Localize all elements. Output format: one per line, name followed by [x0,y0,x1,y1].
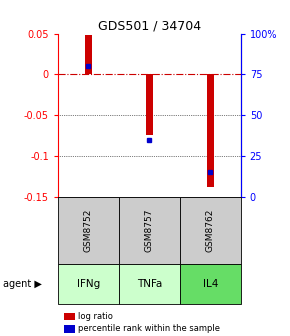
Text: GSM8762: GSM8762 [206,208,215,252]
Bar [146,74,153,135]
Text: GSM8752: GSM8752 [84,208,93,252]
Title: GDS501 / 34704: GDS501 / 34704 [98,19,201,33]
Text: IL4: IL4 [202,279,218,289]
Text: TNFa: TNFa [137,279,162,289]
Text: log ratio: log ratio [78,312,113,321]
Bar [85,35,92,74]
Bar [206,74,214,187]
Text: IFNg: IFNg [77,279,100,289]
Text: GSM8757: GSM8757 [145,208,154,252]
Text: agent ▶: agent ▶ [3,279,42,289]
Text: percentile rank within the sample: percentile rank within the sample [78,325,220,333]
